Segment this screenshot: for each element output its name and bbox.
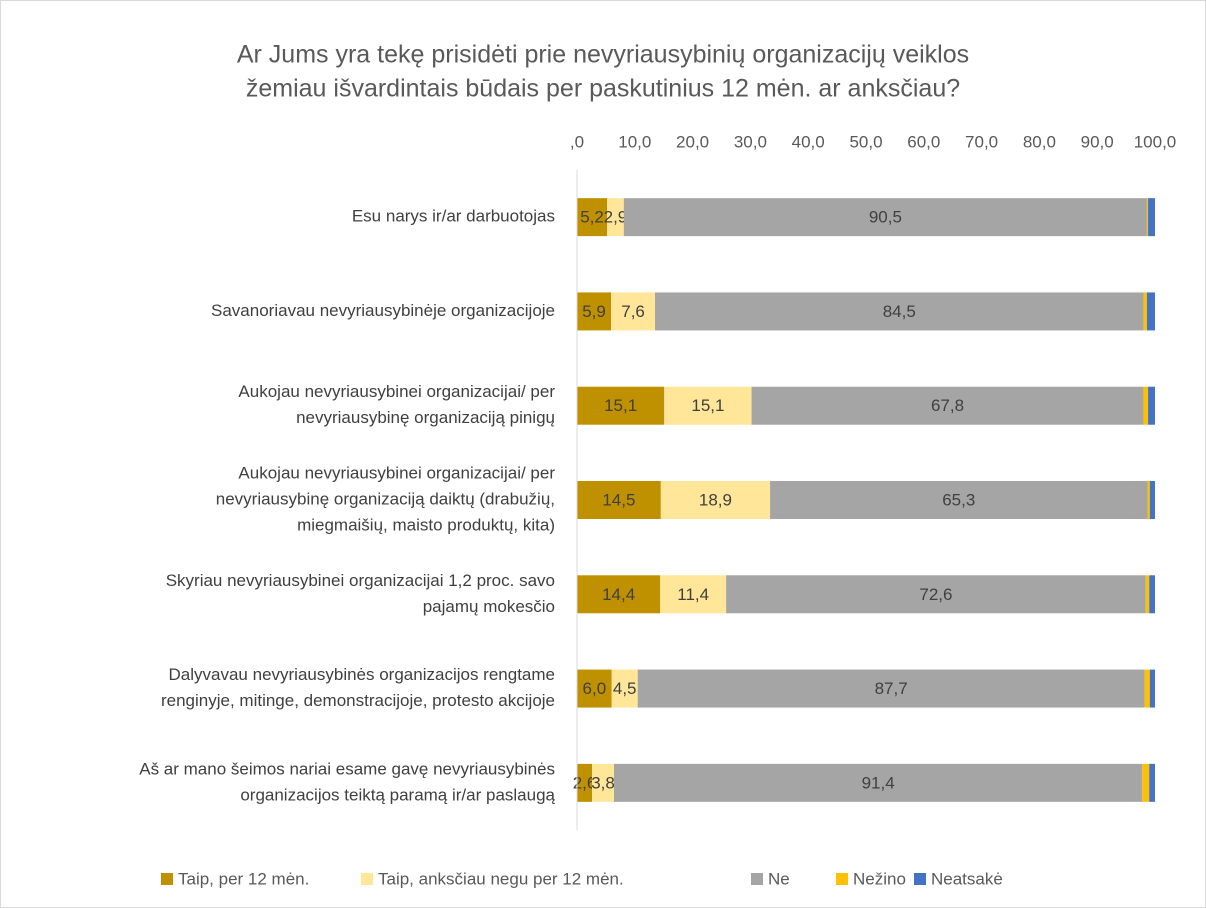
bar-segment <box>1145 575 1150 614</box>
bar-segment <box>660 575 727 614</box>
bar-segment <box>655 292 1144 331</box>
bar-segment <box>1149 575 1155 614</box>
category-label: nevyriausybinę organizaciją pinigų <box>296 408 555 427</box>
bar-segment <box>577 763 593 802</box>
category-label: organizacijos teiktą paramą ir/ar paslau… <box>240 785 555 804</box>
bar-segment <box>660 481 771 519</box>
legend-label: Neatsakė <box>931 869 1003 888</box>
category-label: renginyje, mitinge, demonstracijoje, pro… <box>161 691 555 710</box>
bar-segment <box>1142 763 1150 802</box>
value-label: 6,0 <box>583 679 607 698</box>
category-label: Aukojau nevyriausybinei organizacijai/ p… <box>238 463 555 482</box>
bar-segment <box>611 292 656 331</box>
bar-segment <box>613 763 1143 802</box>
value-label: 14,5 <box>602 490 635 509</box>
chart-title: žemiau išvardintais būdais per paskutini… <box>246 75 960 103</box>
category-label: Savanoriavau nevyriausybinėje organizaci… <box>211 301 555 320</box>
x-tick-label: 50,0 <box>849 132 882 151</box>
bar-segment <box>1149 481 1155 519</box>
value-label: 15,1 <box>691 396 724 415</box>
value-label: 67,8 <box>931 396 964 415</box>
bar-segment <box>611 669 638 708</box>
value-label: 3,8 <box>591 773 615 792</box>
category-label: miegmaišių, maisto produktų, kita) <box>297 515 555 534</box>
category-label: Dalyvavau nevyriausybinės organizacijos … <box>169 665 555 684</box>
x-tick-label: 30,0 <box>734 132 767 151</box>
bar-segment <box>1149 763 1155 802</box>
value-label: 4,5 <box>613 679 637 698</box>
bar-segment <box>1143 292 1147 331</box>
category-label: Esu narys ir/ar darbuotojas <box>352 207 555 226</box>
bar-segment <box>577 292 612 331</box>
category-label: Aukojau nevyriausybinei organizacijai/ p… <box>238 382 555 401</box>
bar-segment <box>1146 198 1149 237</box>
value-label: 5,9 <box>582 302 606 321</box>
category-label: Aš ar mano šeimos nariai esame gavę nevy… <box>139 759 555 778</box>
value-label: 87,7 <box>875 679 908 698</box>
bar-segment <box>664 386 752 425</box>
x-tick-label: 60,0 <box>907 132 940 151</box>
x-tick-label: 40,0 <box>792 132 825 151</box>
value-label: 65,3 <box>942 490 975 509</box>
bar-segment <box>577 669 612 708</box>
value-label: 5,2 <box>580 208 604 227</box>
legend-label: Ne <box>768 869 790 888</box>
value-label: 2,6 <box>573 773 597 792</box>
legend-label: Taip, anksčiau negu per 12 mėn. <box>378 869 624 888</box>
chart-title: Ar Jums yra tekę prisidėti prie nevyriau… <box>237 41 969 69</box>
bar-segment <box>577 575 661 614</box>
bar-segment <box>1147 481 1150 519</box>
x-tick-label: 100,0 <box>1134 132 1177 151</box>
bar-segment <box>1149 669 1155 708</box>
value-label: 2,9 <box>604 208 628 227</box>
x-tick-label: 20,0 <box>676 132 709 151</box>
x-tick-label: 90,0 <box>1081 132 1114 151</box>
legend-swatch <box>751 873 763 885</box>
category-label: pajamų mokesčio <box>423 597 555 616</box>
category-label: Skyriau nevyriausybinei organizacijai 1,… <box>166 571 555 590</box>
bar-segment <box>1148 198 1155 237</box>
value-label: 7,6 <box>621 302 645 321</box>
value-label: 90,5 <box>869 208 902 227</box>
bar-segment <box>577 386 665 425</box>
value-label: 72,6 <box>919 585 952 604</box>
bar-segment <box>577 198 608 237</box>
bar-segment <box>751 386 1144 425</box>
x-tick-label: ,0 <box>570 132 584 151</box>
bar-segment <box>770 481 1148 519</box>
value-label: 15,1 <box>604 396 637 415</box>
legend-swatch <box>914 873 926 885</box>
legend-swatch <box>836 873 848 885</box>
category-label: nevyriausybinę organizaciją daiktų (drab… <box>216 489 555 508</box>
value-label: 11,4 <box>677 585 709 604</box>
legend-swatch <box>361 873 373 885</box>
bar-segment <box>1143 386 1149 425</box>
x-tick-label: 80,0 <box>1023 132 1056 151</box>
value-label: 14,4 <box>602 585 635 604</box>
value-label: 84,5 <box>883 302 916 321</box>
x-tick-label: 70,0 <box>965 132 998 151</box>
bar-segment <box>1148 386 1155 425</box>
bar-segment <box>623 198 1147 237</box>
legend-swatch <box>161 873 173 885</box>
bar-segment <box>577 481 661 519</box>
bar-segment <box>726 575 1146 614</box>
bar-segment <box>1144 669 1150 708</box>
bar-segment <box>607 198 624 237</box>
bar-segment <box>637 669 1145 708</box>
bar-segment <box>1146 292 1155 331</box>
value-label: 18,9 <box>699 490 732 509</box>
legend-label: Nežino <box>853 869 906 888</box>
x-tick-label: 10,0 <box>618 132 651 151</box>
value-label: 91,4 <box>862 773 895 792</box>
legend-label: Taip, per 12 mėn. <box>178 869 309 888</box>
bar-segment <box>592 763 614 802</box>
